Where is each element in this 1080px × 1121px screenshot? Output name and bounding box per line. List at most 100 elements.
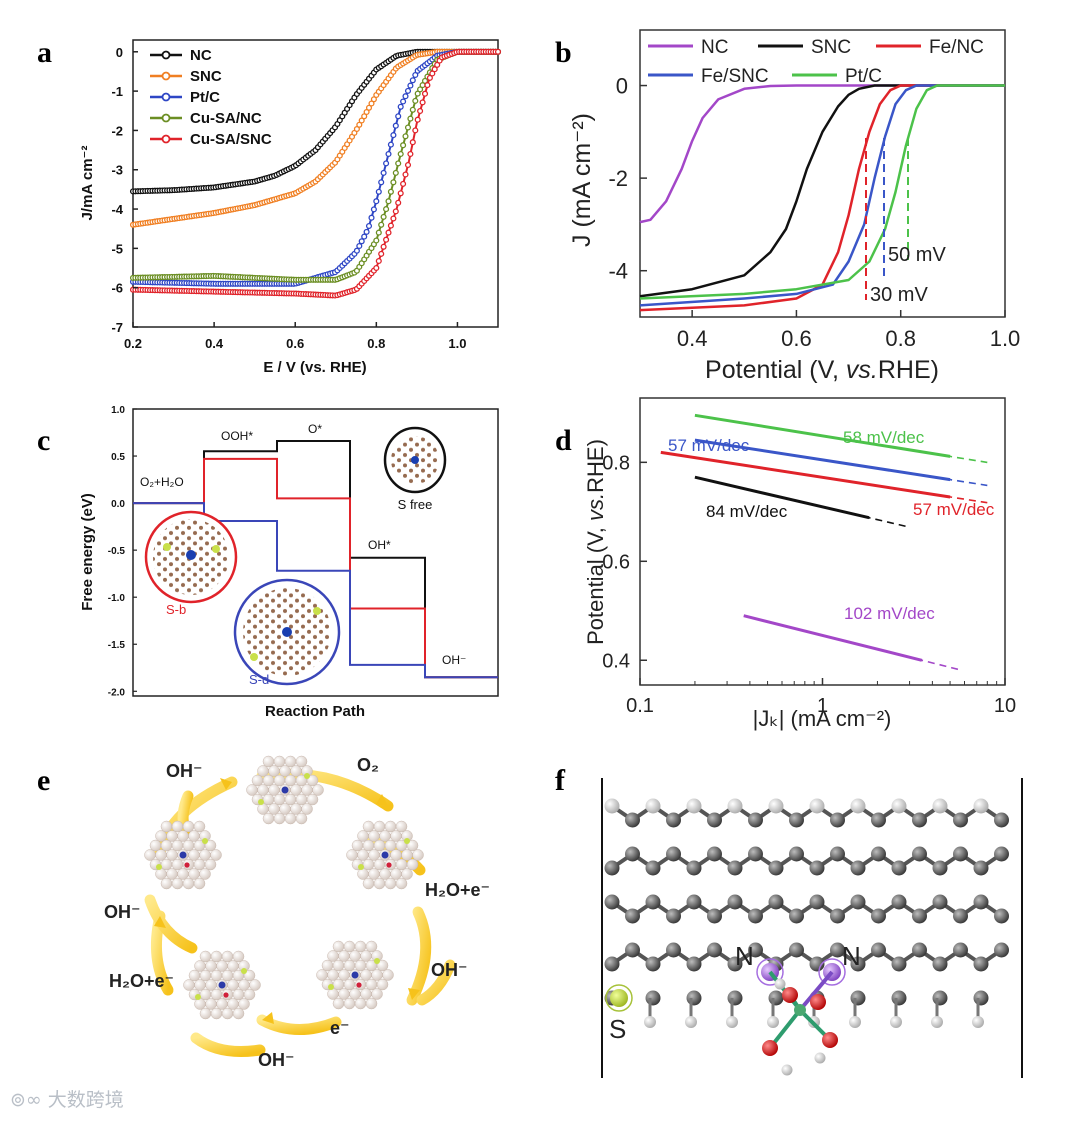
carbon-atom-icon: [395, 877, 408, 890]
carbon-atom-icon: [625, 942, 640, 958]
b-series-line-2: [639, 84, 1005, 312]
a-ytick-label: 0: [116, 45, 123, 60]
a-marker-4: [429, 70, 436, 77]
b-ytick-label: 0: [616, 74, 628, 99]
sulfur-atom-icon: [610, 989, 628, 1007]
oxygen-atom-icon: [762, 1040, 778, 1056]
hydrogen-atom-icon: [645, 798, 661, 814]
carbon-atom-icon: [973, 990, 989, 1006]
carbon-atom-icon: [401, 868, 413, 880]
reaction-cycle-diagram: OH⁻ O₂ H₂O+e⁻ OH⁻ e⁻ OH⁻ H₂O+e⁻ OH⁻: [104, 755, 490, 1070]
carbon-atom-icon: [343, 978, 356, 991]
carbon-atom-icon: [155, 868, 167, 880]
carbon-atom-icon: [891, 860, 907, 876]
carbon-atom-icon: [373, 877, 386, 890]
carbon-atom-icon: [789, 846, 804, 862]
a-marker-2: [375, 188, 382, 195]
c-ytick-label: 0.5: [111, 452, 125, 463]
carbon-atom-icon: [891, 990, 907, 1006]
carbon-atom-icon: [262, 774, 275, 787]
a-ytick-label: -3: [111, 163, 123, 178]
carbon-atom-icon: [194, 979, 206, 991]
carbon-atom-icon: [912, 846, 927, 862]
carbon-atom-icon: [953, 942, 968, 958]
carbon-atom-icon: [332, 940, 345, 953]
a-legend-marker: [161, 50, 171, 60]
carbon-atom-icon: [368, 830, 380, 842]
carbon-atom-icon: [188, 830, 200, 842]
carbon-atom-icon: [338, 969, 350, 981]
c-series-line-1: [133, 457, 498, 679]
watermark-logo-icon: ⊚∞: [10, 1089, 48, 1111]
carbon-atom-icon: [368, 849, 380, 861]
carbon-atom-icon: [645, 894, 661, 910]
a-marker-1: [370, 96, 377, 103]
carbon-atom-icon: [365, 997, 378, 1010]
sulfur-atom-icon: [404, 838, 410, 844]
carbon-atom-icon: [210, 969, 223, 982]
carbon-atom-icon: [343, 997, 356, 1010]
a-marker-2: [365, 222, 373, 230]
carbon-atom-icon: [301, 803, 313, 815]
carbon-atom-icon: [384, 839, 397, 852]
carbon-atom-icon: [727, 894, 743, 910]
carbon-atom-icon: [284, 774, 297, 787]
sulfur-atom-icon: [202, 838, 208, 844]
a-marker-2: [404, 87, 412, 94]
carbon-atom-icon: [850, 990, 866, 1006]
a-marker-4: [419, 99, 426, 106]
a-marker-2: [395, 113, 402, 120]
carbon-atom-icon: [604, 956, 620, 972]
chart-c-frame: [132, 408, 499, 697]
carbon-atom-icon: [789, 942, 804, 958]
carbon-atom-icon: [332, 978, 345, 991]
a-marker-1: [358, 117, 365, 124]
carbon-atom-icon: [850, 894, 866, 910]
carbon-atom-icon: [809, 956, 825, 972]
carbon-atom-icon: [327, 988, 339, 1000]
carbon-atom-icon: [354, 940, 367, 953]
carbon-atom-icon: [182, 839, 195, 852]
carbon-atom-icon: [666, 942, 681, 958]
chart-d: 0.1 1 10 0.4 0.6 0.8 58 mV/dec 57 mV/dec 57 m…: [583, 397, 1016, 731]
carbon-atom-icon: [166, 868, 178, 880]
e-label-oh-bottom: OH⁻: [258, 1050, 295, 1070]
a-legend-label: SNC: [190, 68, 222, 85]
carbon-atom-icon: [279, 803, 291, 815]
carbon-atom-icon: [306, 793, 319, 806]
carbon-atom-icon: [332, 997, 345, 1010]
carbon-atom-icon: [327, 950, 339, 962]
carbon-atom-icon: [160, 820, 173, 833]
carbon-atom-icon: [238, 979, 250, 991]
carbon-atom-icon: [395, 858, 408, 871]
carbon-atom-icon: [390, 849, 402, 861]
carbon-atom-icon: [830, 908, 845, 924]
carbon-atom-icon: [284, 812, 297, 825]
a-marker-2: [409, 77, 416, 84]
a-marker-2: [380, 169, 387, 176]
carbon-atom-icon: [379, 830, 391, 842]
sulfur-atom-icon: [313, 607, 321, 615]
b-annot-30mv: 30 mV: [870, 284, 928, 306]
a-marker-2: [392, 122, 399, 129]
carbon-atom-icon: [279, 765, 291, 777]
d-series-line-3: [694, 475, 870, 520]
carbon-atom-icon: [251, 774, 264, 787]
a-marker-4: [380, 243, 387, 250]
carbon-atom-icon: [686, 894, 702, 910]
carbon-atom-icon: [249, 979, 261, 991]
a-marker-3: [409, 106, 416, 113]
carbon-atom-icon: [343, 959, 356, 972]
hydrogen-atom-icon: [767, 1016, 779, 1028]
carbon-atom-icon: [871, 942, 886, 958]
carbon-atom-icon: [221, 969, 234, 982]
carbon-atom-icon: [284, 755, 297, 768]
a-marker-3: [390, 179, 397, 186]
carbon-atom-icon: [686, 956, 702, 972]
a-marker-2: [397, 103, 404, 110]
carbon-atom-icon: [953, 846, 968, 862]
panel-label-b: b: [555, 36, 572, 69]
carbon-atom-icon: [727, 860, 743, 876]
carbon-atom-icon: [194, 998, 206, 1010]
carbon-atom-icon: [243, 969, 256, 982]
